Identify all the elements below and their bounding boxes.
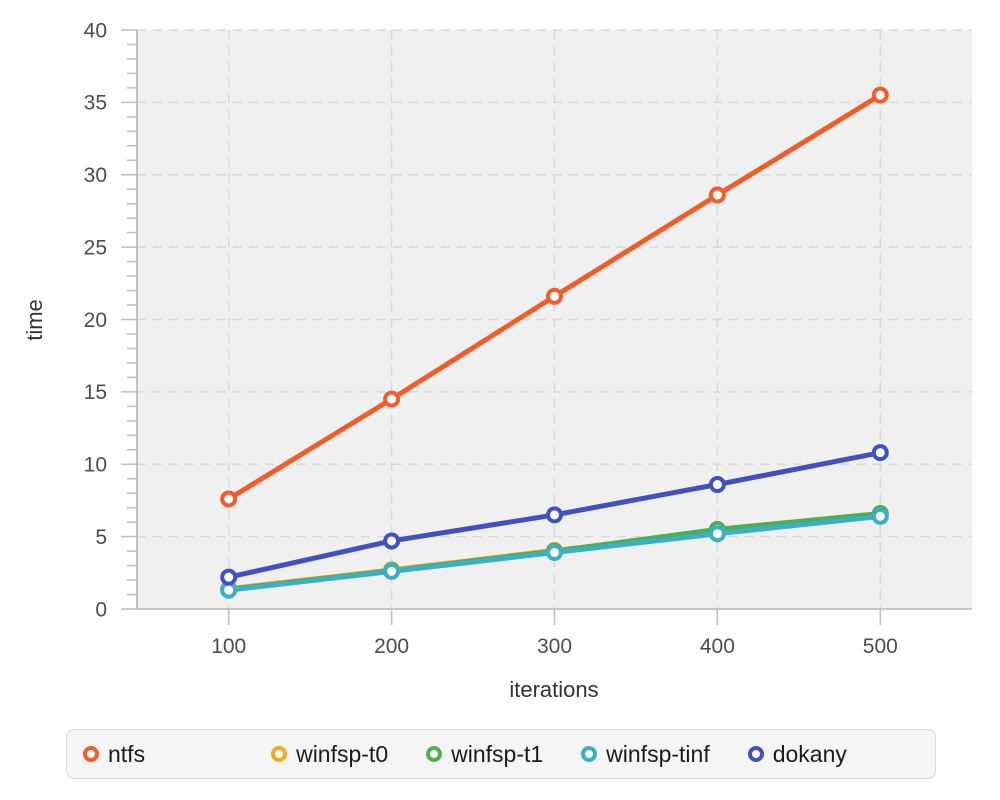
x-tick-label: 500 xyxy=(863,635,898,658)
plot-generated: 0 5 10 15 20 25 30 35 40 100 200 300 400 500 xyxy=(84,19,972,658)
y-tick-label: 15 xyxy=(84,381,107,404)
legend-marker-icon xyxy=(271,746,288,762)
legend-label: winfsp-t1 xyxy=(451,740,544,767)
legend-marker-icon xyxy=(83,746,99,762)
legend-marker-icon xyxy=(581,746,598,762)
legend-label: dokany xyxy=(772,740,847,767)
data-point-dokany xyxy=(546,506,563,524)
y-axis-title: time xyxy=(22,299,47,341)
y-tick-label: 25 xyxy=(84,236,107,259)
legend: ntfs winfsp-t0 winfsp-t1 winfsp-tinf dokany xyxy=(66,729,936,779)
legend-label: winfsp-tinf xyxy=(606,740,710,767)
data-point-ntfs xyxy=(546,287,563,305)
y-tick-label: 40 xyxy=(84,19,107,42)
x-tick-label: 200 xyxy=(374,635,409,658)
data-point-winfsp-tinf xyxy=(383,562,401,580)
legend-label: winfsp-t0 xyxy=(296,740,389,767)
y-tick-label: 35 xyxy=(84,92,107,115)
x-axis-title: iterations xyxy=(509,677,598,702)
data-point-dokany xyxy=(383,532,401,550)
data-point-ntfs xyxy=(871,86,889,104)
legend-marker-icon xyxy=(426,746,443,762)
data-point-winfsp-tinf xyxy=(546,544,563,562)
legend-item-winfsp-tinf: winfsp-tinf xyxy=(581,741,710,768)
data-point-winfsp-tinf xyxy=(708,525,726,543)
x-tick-label: 300 xyxy=(537,635,572,658)
x-tick-label: 100 xyxy=(211,635,246,658)
y-tick-label: 30 xyxy=(84,164,107,187)
y-tick-label: 5 xyxy=(95,526,107,549)
legend-marker-icon xyxy=(747,746,764,762)
data-point-dokany xyxy=(220,568,238,586)
legend-item-dokany: dokany xyxy=(747,740,847,768)
legend-item-winfsp-t1: winfsp-t1 xyxy=(426,741,543,768)
data-point-ntfs xyxy=(220,490,238,508)
y-tick-label: 10 xyxy=(84,454,107,477)
legend-item-winfsp-t0: winfsp-t0 xyxy=(271,741,388,768)
data-point-ntfs xyxy=(383,390,401,408)
data-point-winfsp-tinf xyxy=(871,507,889,525)
data-point-ntfs xyxy=(708,186,726,204)
data-point-dokany xyxy=(871,444,889,462)
legend-label: ntfs xyxy=(108,740,146,767)
y-tick-label: 20 xyxy=(84,309,107,332)
x-tick-label: 400 xyxy=(700,635,735,658)
data-point-dokany xyxy=(708,476,726,494)
plot-area: 0 5 10 15 20 25 30 35 40 100 200 300 400 500 time ite… xyxy=(22,19,972,702)
legend-item-ntfs: ntfs xyxy=(83,741,145,768)
y-tick-label: 0 xyxy=(95,598,107,621)
